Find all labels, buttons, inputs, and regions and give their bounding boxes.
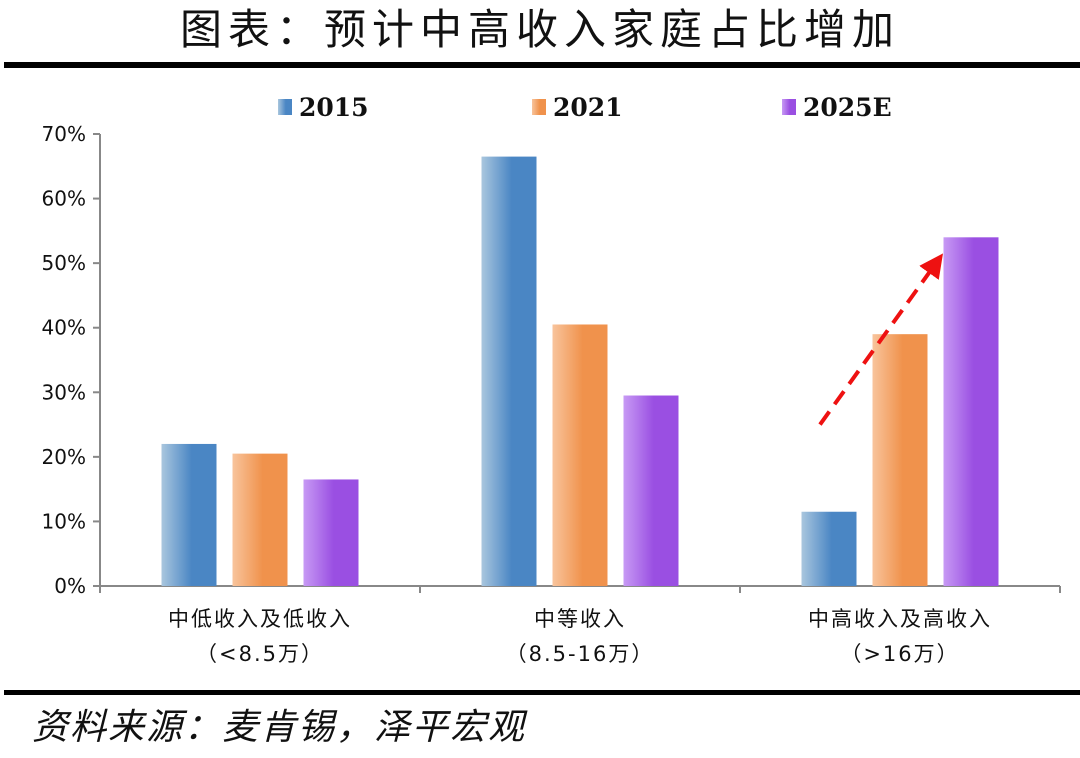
trend-arrow [818, 253, 944, 426]
bar-2025E-category-3 [943, 237, 999, 587]
legend-swatch-2015 [278, 99, 292, 115]
y-tick-label: 10% [42, 509, 86, 533]
y-tick-label: 40% [42, 316, 86, 340]
bar-2015-category-2 [481, 156, 537, 586]
bar-2025E-category-1 [303, 479, 359, 586]
bar-2021-category-2 [552, 324, 608, 586]
legend-swatch-2025E [782, 99, 796, 115]
source-note: 资料来源：麦肯锡，泽平宏观 [32, 707, 527, 748]
y-tick-label: 30% [42, 380, 86, 404]
bar-2015-category-1 [161, 443, 217, 586]
legend-swatch-2021 [532, 99, 546, 115]
y-tick-label: 0% [54, 574, 86, 598]
y-tick-label: 70% [42, 122, 86, 146]
x-category-label: 中低收入及低收入 [168, 607, 352, 631]
top-rule [4, 62, 1080, 68]
x-category-label: （8.5-16万） [506, 642, 655, 666]
y-tick-label: 50% [42, 251, 86, 275]
bar-2015-category-3 [801, 511, 857, 586]
bar-chart: 0% 10% 20% 30% 40% 50% 60% 70% 中低收入及低收入 （<8.5万） 中等… [42, 93, 1061, 666]
x-category-label: （<8.5万） [196, 642, 324, 666]
bar-2021-category-3 [872, 334, 928, 586]
chart-title: 图表：预计中高收入家庭占比增加 [179, 5, 900, 54]
y-tick-label: 20% [42, 445, 86, 469]
legend-label-2021: 2021 [553, 93, 623, 122]
x-category-label: 中等收入 [534, 607, 626, 631]
x-category-label: 中高收入及高收入 [808, 607, 992, 631]
y-tick-label: 60% [42, 187, 86, 211]
bottom-rule [4, 690, 1080, 695]
legend-label-2025E: 2025E [803, 93, 892, 122]
bar-2021-category-1 [232, 453, 288, 586]
legend-label-2015: 2015 [299, 93, 369, 122]
bar-2025E-category-2 [623, 395, 679, 586]
x-category-label: （>16万） [840, 642, 959, 666]
